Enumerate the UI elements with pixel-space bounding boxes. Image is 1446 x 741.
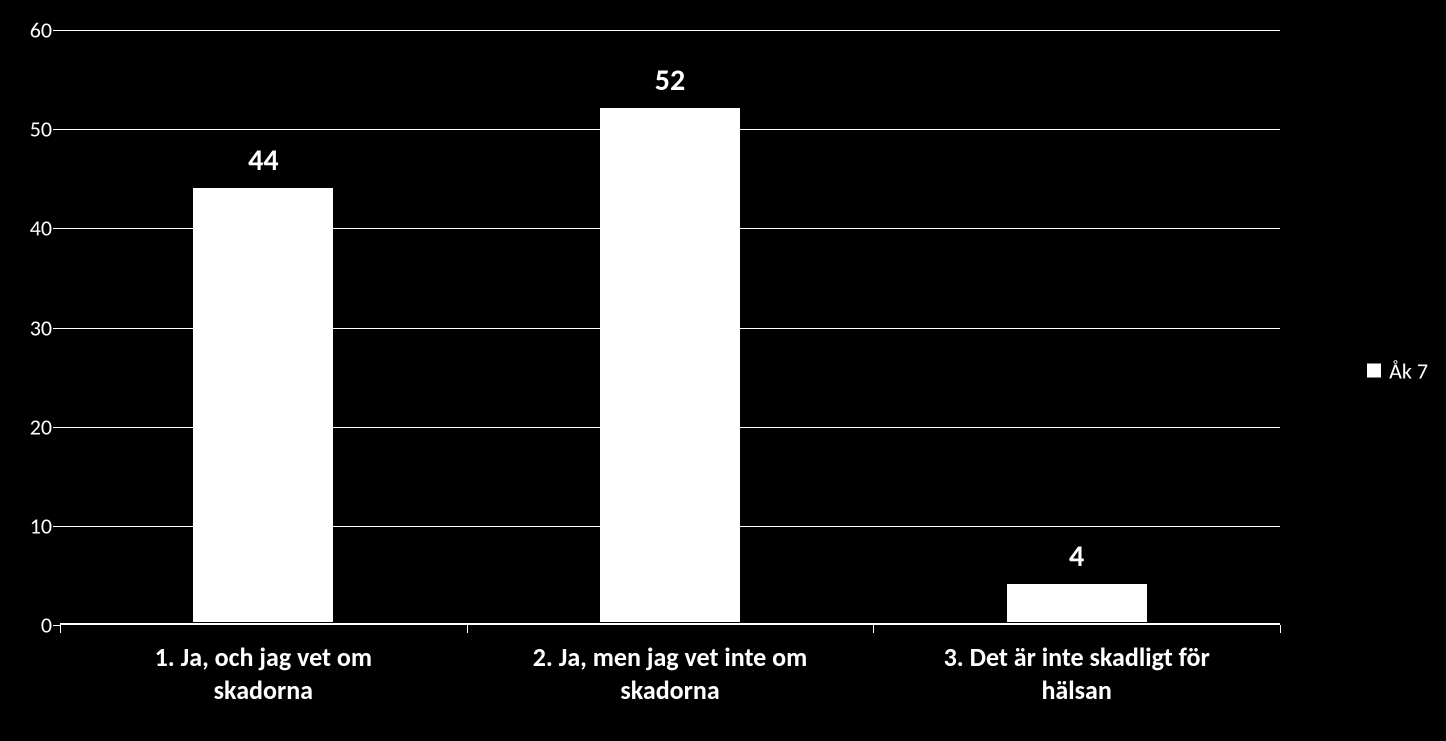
bar-data-label: 44 bbox=[248, 142, 278, 179]
y-tick-label: 50 bbox=[12, 116, 52, 143]
y-tick-label: 20 bbox=[12, 413, 52, 440]
legend-marker bbox=[1367, 364, 1381, 378]
y-tick-mark bbox=[53, 228, 60, 229]
gridline bbox=[60, 427, 1280, 428]
gridline bbox=[60, 526, 1280, 527]
x-tick-mark bbox=[873, 625, 874, 633]
bar bbox=[599, 107, 741, 623]
y-tick-label: 10 bbox=[12, 512, 52, 539]
y-tick-mark bbox=[53, 328, 60, 329]
y-tick-label: 0 bbox=[12, 612, 52, 639]
bar-data-label: 4 bbox=[1069, 538, 1084, 575]
bar-chart: 44 52 4 0 10 20 30 40 50 60 1. Ja, och jag vet o… bbox=[0, 0, 1446, 741]
x-axis-category-label: 3. Det är inte skadligt förhälsan bbox=[883, 641, 1269, 706]
y-tick-mark bbox=[53, 526, 60, 527]
y-tick-label: 30 bbox=[12, 314, 52, 341]
x-axis-category-label: 2. Ja, men jag vet inte omskadorna bbox=[477, 641, 863, 706]
bar-data-label: 52 bbox=[655, 62, 685, 99]
y-tick-mark bbox=[53, 30, 60, 31]
y-tick-mark bbox=[53, 129, 60, 130]
x-tick-mark bbox=[60, 625, 61, 633]
x-tick-mark bbox=[467, 625, 468, 633]
gridline bbox=[60, 228, 1280, 229]
gridline bbox=[60, 129, 1280, 130]
y-tick-label: 40 bbox=[12, 215, 52, 242]
gridline bbox=[60, 30, 1280, 31]
legend: Åk 7 bbox=[1367, 357, 1428, 384]
bar bbox=[192, 187, 334, 623]
legend-series-label: Åk 7 bbox=[1389, 357, 1428, 384]
gridline bbox=[60, 328, 1280, 329]
y-tick-label: 60 bbox=[12, 17, 52, 44]
x-tick-mark bbox=[1280, 625, 1281, 633]
y-tick-mark bbox=[53, 625, 60, 626]
x-axis-category-label: 1. Ja, och jag vet omskadorna bbox=[70, 641, 456, 706]
bar bbox=[1006, 583, 1148, 623]
plot-area: 44 52 4 bbox=[60, 30, 1280, 625]
bars-group: 44 52 4 bbox=[60, 30, 1280, 623]
x-axis-labels: 1. Ja, och jag vet omskadorna 2. Ja, men … bbox=[60, 635, 1280, 725]
y-tick-mark bbox=[53, 427, 60, 428]
